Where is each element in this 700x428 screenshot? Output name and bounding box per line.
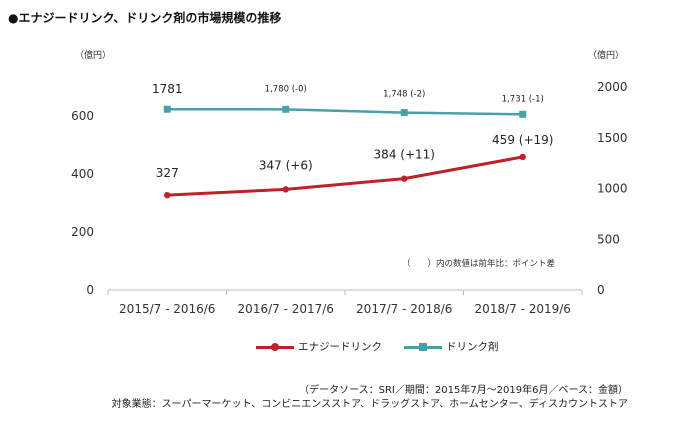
data-point-energy-drink bbox=[401, 175, 408, 182]
series-line-energy-drink bbox=[167, 155, 524, 197]
legend-label-energy-drink: エナジードリンク bbox=[298, 341, 382, 353]
data-label-drink-agent: 1,780 (-0) bbox=[265, 84, 307, 94]
legend-label-drink-agent: ドリンク剤 bbox=[446, 341, 499, 353]
left-y-tick-label: 200 bbox=[71, 225, 94, 239]
right-y-tick-label: 500 bbox=[597, 232, 620, 246]
x-tick-label: 2016/7 - 2017/6 bbox=[238, 302, 334, 316]
left-axis-unit: （億円） bbox=[75, 51, 112, 61]
chart-note: （ ）内の数値は前年比：ポイント差 bbox=[402, 259, 556, 269]
data-label-energy-drink: 327 bbox=[156, 166, 179, 180]
chart-legend: エナジードリンク ドリンク剤 bbox=[256, 339, 521, 354]
data-label-energy-drink: 347 (+6) bbox=[259, 158, 313, 172]
series-line-drink-agent bbox=[167, 107, 523, 116]
data-label-energy-drink: 459 (+19) bbox=[492, 133, 553, 147]
right-axis-unit: （億円） bbox=[588, 51, 625, 61]
data-point-drink-agent bbox=[400, 109, 408, 117]
data-point-drink-agent bbox=[282, 105, 290, 113]
data-source-line-2: 対象業態：スーパーマーケット、コンビニエンスストア、ドラッグストア、ホームセンタ… bbox=[111, 399, 628, 410]
data-label-drink-agent: 1781 bbox=[152, 82, 183, 96]
x-tick-label: 2015/7 - 2016/6 bbox=[119, 302, 215, 316]
data-label-drink-agent: 1,731 (-1) bbox=[502, 94, 544, 104]
x-tick-label: 2017/7 - 2018/6 bbox=[356, 302, 452, 316]
data-point-drink-agent bbox=[519, 110, 527, 118]
x-tick-label: 2018/7 - 2019/6 bbox=[475, 302, 571, 316]
legend-item-drink-agent: ドリンク剤 bbox=[404, 339, 499, 354]
data-point-energy-drink bbox=[282, 186, 289, 193]
data-source-line-1: （データソース：SRI／期間：2015年7月～2019年6月／ベース：金額） bbox=[299, 385, 628, 396]
right-y-tick-label: 2000 bbox=[597, 80, 628, 94]
legend-swatch-energy-drink bbox=[256, 342, 294, 352]
right-y-tick-label: 0 bbox=[597, 283, 605, 297]
left-y-tick-label: 400 bbox=[71, 167, 94, 181]
data-source: （データソース：SRI／期間：2015年7月～2019年6月／ベース：金額） 対… bbox=[112, 384, 628, 412]
legend-item-energy-drink: エナジードリンク bbox=[256, 339, 382, 354]
left-y-tick-label: 0 bbox=[86, 283, 94, 297]
right-y-tick-label: 1500 bbox=[597, 131, 628, 145]
data-point-drink-agent bbox=[163, 105, 171, 113]
data-point-energy-drink bbox=[519, 153, 526, 161]
right-y-tick-label: 1000 bbox=[597, 182, 628, 196]
legend-swatch-drink-agent bbox=[404, 342, 442, 352]
chart-title: ●エナジードリンク、ドリンク剤の市場規模の推移 bbox=[8, 11, 282, 25]
left-y-tick-label: 600 bbox=[71, 109, 94, 123]
data-point-energy-drink bbox=[164, 191, 171, 199]
data-label-energy-drink: 384 (+11) bbox=[374, 148, 435, 162]
data-label-drink-agent: 1,748 (-2) bbox=[383, 90, 425, 100]
